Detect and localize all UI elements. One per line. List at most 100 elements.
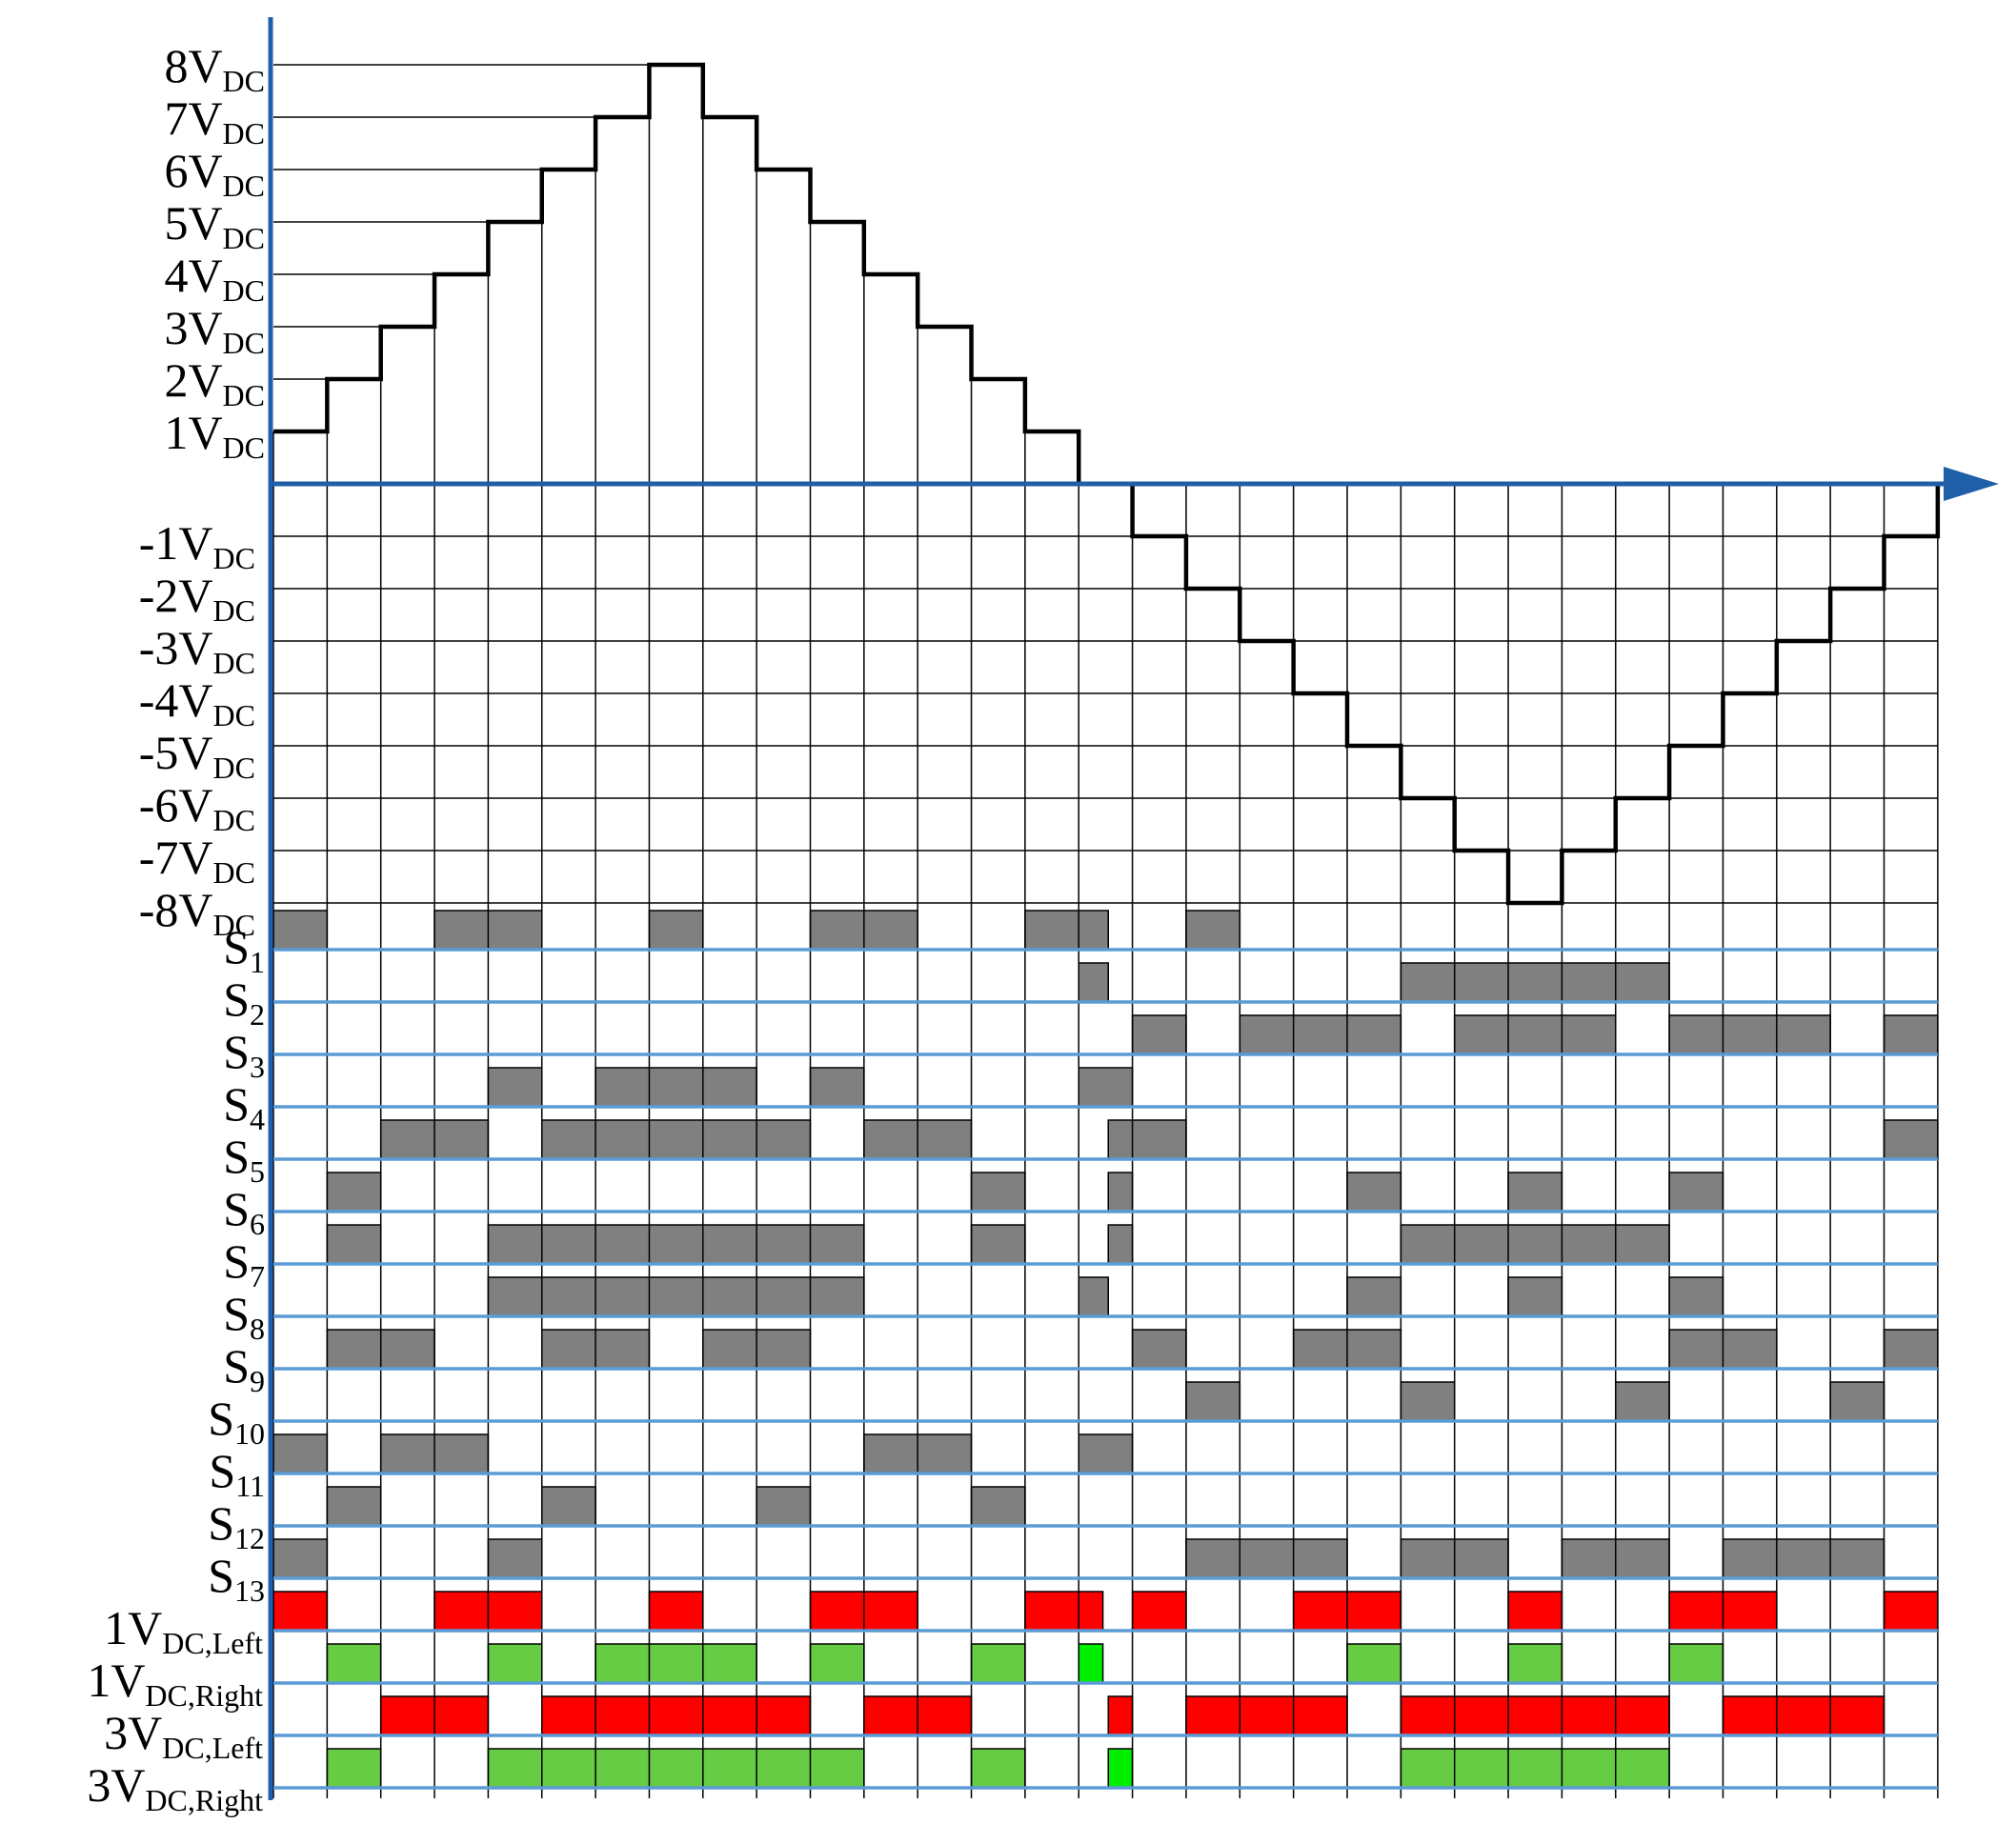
source-on-bar xyxy=(272,1591,329,1632)
source-on-bar xyxy=(1024,1591,1080,1632)
time-axis-arrow-icon xyxy=(1944,467,1999,501)
source-on-bar xyxy=(1078,1591,1104,1632)
source-on-bar xyxy=(970,1643,1026,1684)
gate-on-bar xyxy=(272,1433,329,1474)
voltage-label: 1VDC xyxy=(164,406,265,465)
gate-on-bar xyxy=(1453,1014,1617,1055)
source-on-bar xyxy=(1185,1695,1348,1736)
voltage-label: 6VDC xyxy=(164,144,265,203)
source-on-bar xyxy=(1131,1591,1187,1632)
gate-on-bar xyxy=(1131,1329,1187,1370)
switch-label: S10 xyxy=(208,1392,265,1451)
source-on-bar xyxy=(1883,1591,1939,1632)
switch-label: S7 xyxy=(223,1234,265,1293)
switch-label: S12 xyxy=(208,1496,265,1555)
gate-on-bar xyxy=(1185,1381,1241,1422)
gate-on-bar xyxy=(1668,1172,1724,1213)
source-on-bar xyxy=(326,1643,382,1684)
voltage-label: -5VDC xyxy=(139,726,255,785)
voltage-label: -2VDC xyxy=(139,569,255,628)
gate-on-bar xyxy=(1883,1329,1939,1370)
source-on-bar xyxy=(1400,1695,1670,1736)
source-on-bar xyxy=(595,1643,757,1684)
gate-on-bar xyxy=(1722,1538,1885,1579)
gate-on-bar xyxy=(541,1486,596,1527)
source-on-bar xyxy=(1400,1748,1670,1789)
gate-on-bar xyxy=(1078,1433,1134,1474)
gate-on-bar xyxy=(1668,1276,1724,1317)
switch-state-bars xyxy=(272,910,1939,1789)
source-on-bar xyxy=(809,1643,865,1684)
switch-label: S11 xyxy=(209,1444,265,1503)
voltage-label: 7VDC xyxy=(164,91,265,150)
gate-on-bar xyxy=(1668,1014,1831,1055)
source-on-bar xyxy=(1107,1695,1134,1736)
source-on-bar xyxy=(541,1695,812,1736)
gate-on-bar xyxy=(487,1276,865,1317)
source-label: 3VDC,Left xyxy=(104,1706,263,1765)
gate-on-bar xyxy=(1024,910,1109,951)
gate-on-bar xyxy=(648,910,704,951)
voltage-label: -3VDC xyxy=(139,621,255,680)
axes xyxy=(268,17,1999,1800)
voltage-label: -6VDC xyxy=(139,778,255,837)
source-on-bar xyxy=(970,1748,1026,1789)
switch-label: S1 xyxy=(223,920,265,979)
gate-on-bar xyxy=(970,1172,1026,1213)
gate-on-bar xyxy=(272,1538,329,1579)
voltage-label: 2VDC xyxy=(164,353,265,412)
gate-on-bar xyxy=(326,1172,382,1213)
gate-on-bar xyxy=(1346,1276,1402,1317)
gate-on-bar xyxy=(1107,1224,1134,1265)
voltage-label: 5VDC xyxy=(164,196,265,255)
source-on-bar xyxy=(1078,1643,1104,1684)
gate-on-bar xyxy=(1185,1538,1348,1579)
source-on-bar xyxy=(1107,1748,1134,1789)
gate-on-bar xyxy=(272,910,329,951)
source-on-bar xyxy=(1722,1695,1885,1736)
switch-label: S4 xyxy=(223,1077,265,1136)
gate-on-bar xyxy=(1078,1067,1134,1108)
voltage-label: -4VDC xyxy=(139,673,255,732)
gate-on-bar xyxy=(1615,1381,1670,1422)
gate-on-bar xyxy=(1507,1172,1563,1213)
gate-on-bar xyxy=(1400,962,1670,1003)
source-label: 3VDC,Right xyxy=(87,1758,263,1817)
source-label: 1VDC,Left xyxy=(104,1601,263,1660)
gate-on-bar xyxy=(1078,962,1109,1003)
gate-on-bar xyxy=(1883,1014,1939,1055)
gate-on-bar xyxy=(970,1224,1026,1265)
voltage-label: -1VDC xyxy=(139,516,255,575)
gate-on-bar xyxy=(1131,1014,1187,1055)
gate-on-bar xyxy=(326,1486,382,1527)
gate-on-bar xyxy=(1507,1276,1563,1317)
source-on-bar xyxy=(1668,1643,1724,1684)
gate-on-bar xyxy=(1400,1224,1670,1265)
gate-on-bar xyxy=(1883,1119,1939,1160)
switch-label: S6 xyxy=(223,1182,265,1241)
gate-on-bar xyxy=(487,1538,543,1579)
voltage-label: 8VDC xyxy=(164,39,265,98)
voltage-label: -8VDC xyxy=(139,883,255,942)
gate-on-bar xyxy=(487,1067,543,1108)
gate-on-bar xyxy=(1107,1119,1187,1160)
gate-on-bar xyxy=(1239,1014,1402,1055)
gate-on-bar xyxy=(756,1486,812,1527)
voltage-label: 3VDC xyxy=(164,301,265,360)
source-on-bar xyxy=(1346,1643,1402,1684)
grid xyxy=(272,64,1939,1798)
source-on-bar xyxy=(648,1591,704,1632)
gate-on-bar xyxy=(1400,1381,1456,1422)
gate-on-bar xyxy=(541,1119,812,1160)
gate-on-bar xyxy=(809,1067,865,1108)
source-on-bar xyxy=(1507,1591,1563,1632)
gate-on-bar xyxy=(1078,1276,1109,1317)
switch-label: S2 xyxy=(223,972,265,1032)
gate-on-bar xyxy=(487,1224,865,1265)
gate-on-bar xyxy=(1829,1381,1885,1422)
voltage-label: -7VDC xyxy=(139,831,255,890)
switch-label: S9 xyxy=(223,1339,265,1398)
